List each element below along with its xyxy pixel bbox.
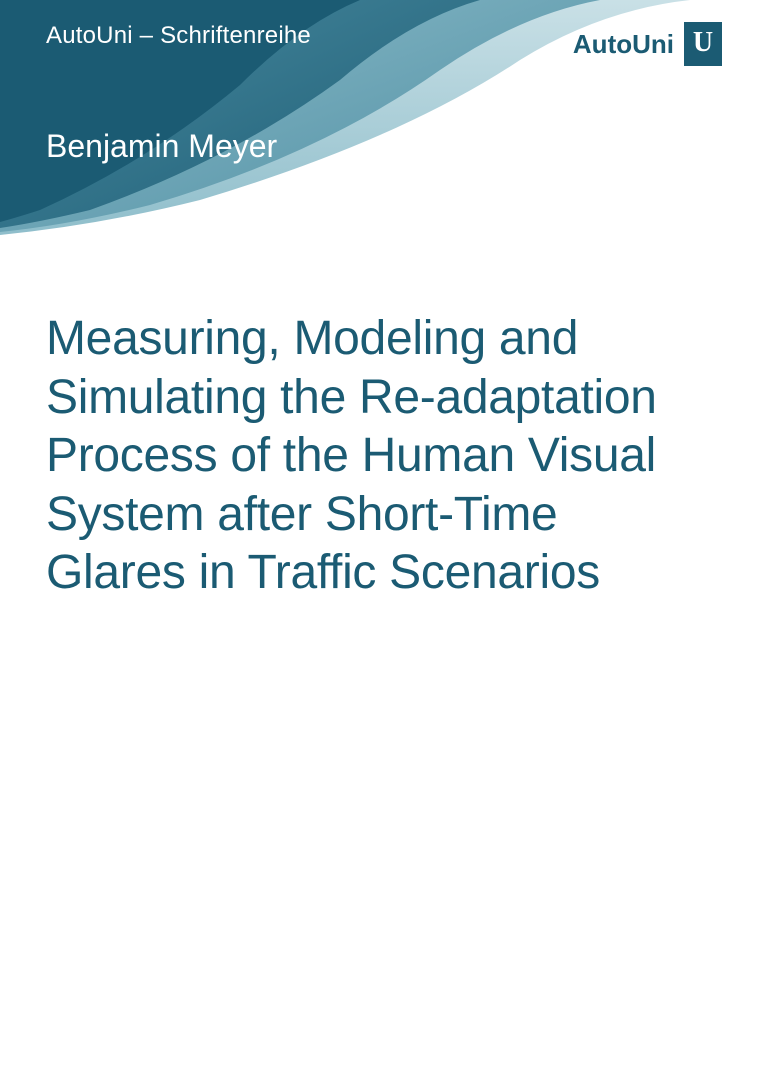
book-cover: AutoUni – Schriftenreihe Benjamin Meyer …: [0, 0, 766, 1087]
author-name: Benjamin Meyer: [46, 128, 277, 165]
brand-logo: AutoUni U: [573, 22, 722, 66]
title-block: Measuring, Modeling and Simulating the R…: [46, 310, 686, 603]
brand-text: AutoUni: [573, 29, 674, 60]
header-band: AutoUni – Schriftenreihe Benjamin Meyer …: [0, 0, 766, 235]
series-label: AutoUni – Schriftenreihe: [46, 22, 311, 50]
book-title: Measuring, Modeling and Simulating the R…: [46, 310, 686, 603]
brand-mark-icon: U: [684, 22, 722, 66]
brand-mark-letter: U: [693, 27, 713, 59]
